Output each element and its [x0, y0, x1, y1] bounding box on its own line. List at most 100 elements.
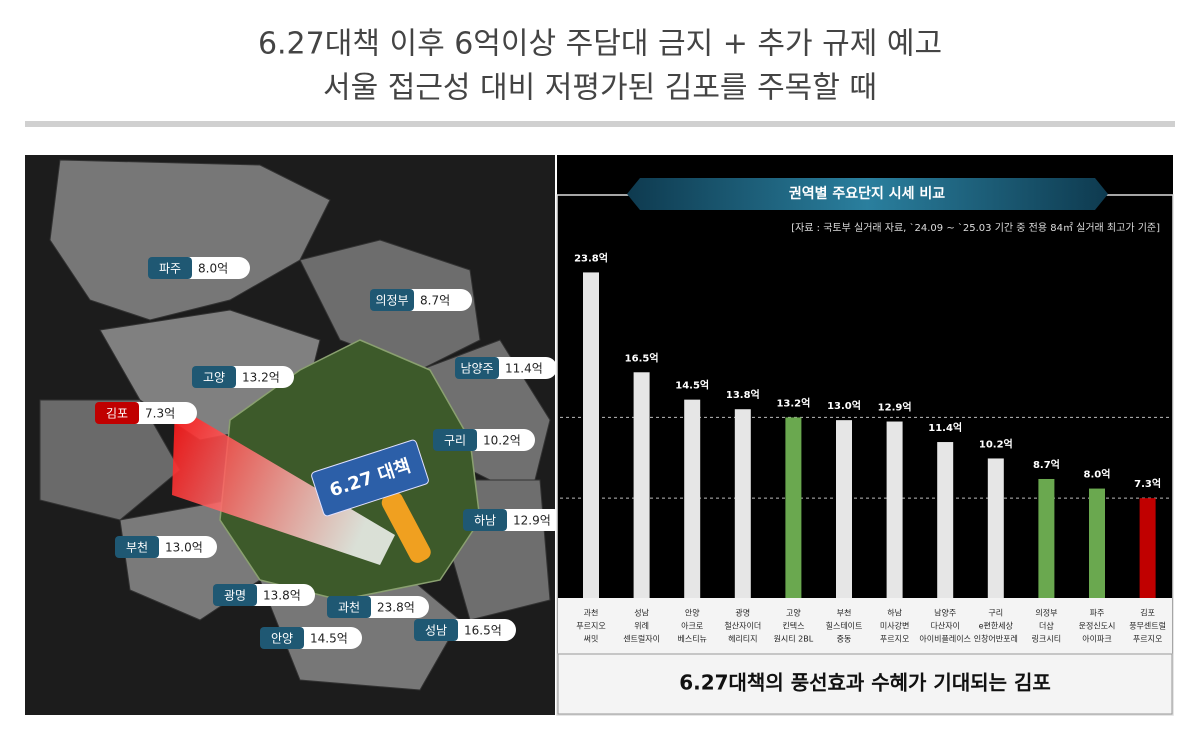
x-tick-label: 김포: [1140, 608, 1155, 618]
pill-name-bg: [370, 289, 414, 311]
pill-name-bg: [327, 596, 371, 618]
x-tick-label: 원시티 2BL: [774, 635, 814, 644]
region-label: 광명 13.8억: [213, 584, 315, 606]
region-name: 남양주: [460, 362, 493, 376]
source-note: [자료 : 국토부 실거래 자료, `24.09 ~ `25.03 기간 중 전…: [791, 222, 1160, 234]
value-label: 13.0억: [827, 400, 861, 412]
region-value: 12.9억: [513, 514, 551, 528]
region-label: 부천 13.0억: [115, 536, 217, 558]
pill-name-bg: [148, 257, 192, 279]
x-tick-label: 푸르지오: [1133, 635, 1162, 644]
region-name: 안양: [271, 632, 293, 646]
region-name: 과천: [338, 600, 360, 615]
value-label: 13.8억: [726, 389, 760, 401]
x-tick-label: 고양: [786, 609, 801, 618]
pill-name-bg: [213, 584, 257, 606]
x-tick-label: 부천: [837, 608, 852, 618]
x-tick-label: 위례: [634, 621, 649, 631]
bar: [836, 420, 852, 598]
region-value: 8.0억: [198, 262, 228, 276]
x-tick-label: 철산자이더: [724, 621, 761, 631]
x-tick-label: 아이비플레이스: [919, 634, 971, 644]
x-tick-label: 푸르지오: [576, 622, 605, 631]
region-value: 14.5억: [310, 632, 348, 646]
title-line: 서울 접근성 대비 저평가된 김포를 주목할 때: [323, 71, 877, 106]
pill-name-bg: [433, 429, 477, 451]
value-label: 13.2억: [776, 397, 810, 409]
region-name: 부천: [126, 540, 148, 555]
bar: [583, 272, 599, 598]
x-tick-label: 파주: [1090, 609, 1105, 618]
bar: [633, 372, 650, 598]
region-name: 광명: [224, 589, 246, 603]
region-label: 안양 14.5억: [260, 627, 362, 649]
x-tick-label: 더샵: [1039, 621, 1054, 631]
pill-name-bg: [260, 627, 304, 649]
bar: [785, 417, 802, 598]
region-name: 파주: [159, 262, 181, 276]
pill-name-bg: [115, 536, 159, 558]
region-label: 남양주 11.4억: [455, 357, 557, 379]
region-label: 의정부 8.7억: [370, 289, 472, 311]
x-tick-label: 베스티뉴: [677, 635, 706, 644]
bar: [1038, 478, 1055, 598]
region-value: 23.8억: [377, 601, 415, 615]
chart-panel: 권역별 주요단지 시세 비교 [자료 : 국토부 실거래 자료, `24.09 …: [556, 155, 1174, 716]
x-tick-label: 풍무센트럴: [1129, 621, 1166, 631]
bar: [1089, 488, 1105, 598]
value-label: 7.3억: [1134, 478, 1161, 490]
x-tick-label: 센트럴자이: [623, 634, 660, 644]
region-value: 11.4억: [505, 362, 543, 376]
pill-name-bg: [455, 357, 499, 379]
value-label: 16.5억: [625, 352, 659, 364]
x-tick-label: 푸르지오: [880, 635, 909, 644]
x-tick-label: 구리: [988, 609, 1003, 618]
region-value: 13.2억: [242, 371, 280, 385]
x-tick-label: 과천: [584, 608, 599, 618]
title-line: 6.27대책 이후 6억이상 주담대 금지 + 추가 규제 예고: [258, 27, 942, 62]
region-name: 성남: [425, 624, 447, 638]
value-label: 8.0억: [1084, 469, 1111, 481]
divider: [25, 121, 1175, 127]
bar: [886, 421, 903, 598]
x-tick-label: 아크로: [681, 621, 703, 631]
pill-name-bg: [95, 402, 139, 424]
bar: [1139, 498, 1156, 598]
region-label: 성남 16.5억: [414, 619, 516, 641]
x-tick-label: 안양: [685, 608, 700, 618]
x-tick-label: 중동: [837, 635, 852, 644]
region-label: 김포 7.3억: [95, 402, 197, 424]
x-tick-label: 남양주: [934, 609, 956, 618]
region-value: 10.2억: [483, 434, 521, 448]
x-tick-label: 성남: [634, 609, 649, 618]
value-label: 8.7억: [1033, 459, 1060, 471]
x-tick-label: 헤리티지: [728, 635, 757, 644]
value-label: 23.8억: [574, 252, 608, 264]
region-name: 고양: [203, 371, 225, 385]
region-label: 파주 8.0억: [148, 257, 250, 279]
x-tick-label: 의정부: [1035, 608, 1057, 618]
x-tick-label: 써밋: [584, 634, 599, 644]
region-label: 과천 23.8억: [327, 596, 429, 618]
region-label: 고양 13.2억: [192, 366, 294, 388]
pill-name-bg: [463, 509, 507, 531]
x-tick-label: 힐스테이트: [826, 621, 863, 631]
region-value: 13.0억: [165, 541, 203, 555]
region-name: 구리: [444, 434, 466, 448]
bar: [987, 458, 1004, 598]
value-label: 14.5억: [675, 380, 709, 392]
region-value: 13.8억: [263, 589, 301, 603]
x-tick-label: 링크시티: [1032, 634, 1061, 644]
value-label: 12.9억: [878, 402, 912, 414]
x-tick-label: 다산자이: [930, 621, 959, 631]
bar: [937, 442, 954, 598]
region-label: 구리 10.2억: [433, 429, 535, 451]
x-tick-label: 하남: [887, 608, 902, 618]
chart-title: 권역별 주요단지 시세 비교: [789, 185, 945, 202]
bar: [734, 409, 751, 598]
region-value: 16.5억: [464, 624, 502, 638]
region-value: 8.7억: [420, 294, 450, 308]
x-tick-label: 킨텍스: [782, 621, 804, 631]
